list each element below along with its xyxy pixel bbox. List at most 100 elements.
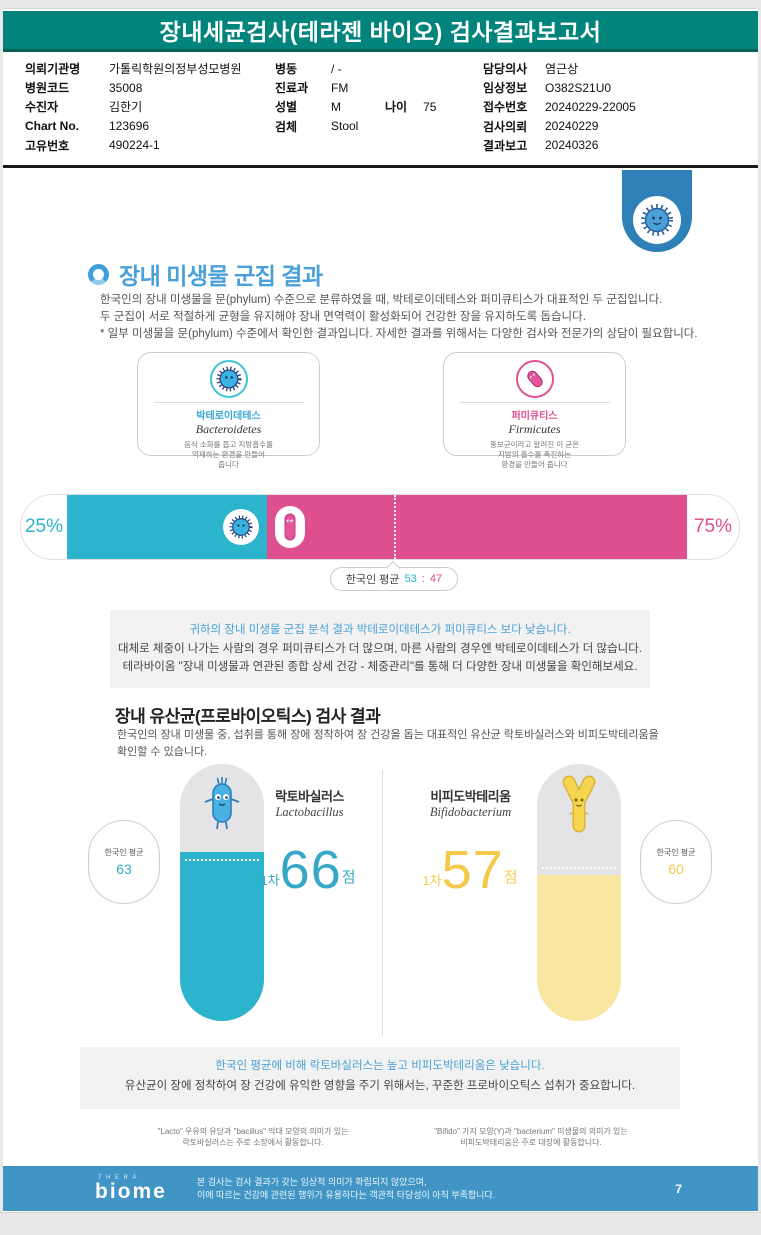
score-value: 57 bbox=[441, 840, 504, 900]
bacteroidetes-card: 박테로이데테스 Bacteroidetes 음식 소화를 돕고 지방흡수를 억제… bbox=[137, 352, 320, 469]
info-row: 의뢰기관명 가톨릭학원의정부성모병원 bbox=[25, 59, 275, 78]
score-unit: 점 bbox=[341, 869, 356, 886]
bacteria-name-en: Bacteroidetes bbox=[195, 422, 262, 436]
therabiome-logo: THERA biome bbox=[95, 1175, 181, 1202]
ratio-left-percent: 25% bbox=[24, 516, 64, 537]
field-value: 35008 bbox=[109, 80, 143, 95]
field-value: FM bbox=[331, 80, 349, 95]
score-value: 66 bbox=[279, 840, 342, 900]
bifidobacterium-fill bbox=[537, 875, 621, 1021]
info-row: 담당의사 염근상 bbox=[483, 59, 753, 78]
organism-name-en: Bifidobacterium bbox=[429, 805, 512, 819]
average-left-value: 53 bbox=[404, 573, 417, 585]
average-value: 63 bbox=[116, 861, 132, 877]
ring-icon bbox=[88, 263, 109, 285]
phylum-ratio-bar: 25% 75% bbox=[20, 494, 740, 560]
desc-line: 음식 소화를 돕고 지방흡수를 bbox=[183, 440, 274, 449]
field-value: 123696 bbox=[109, 119, 150, 134]
page-edge-left bbox=[0, 0, 3, 1235]
info-row: 수진자 김한기 bbox=[25, 97, 275, 116]
report-header: 장내세균검사(테라젠 바이오) 검사결과보고서 bbox=[3, 11, 758, 52]
ratio-right-percent: 75% bbox=[693, 516, 733, 537]
field-label: 결과보고 bbox=[483, 138, 528, 153]
info-row: 임상정보 O382S21U0 bbox=[483, 78, 753, 97]
lactobacillus-score: 1차 66 점 bbox=[238, 843, 378, 897]
info-row: 진료과 FM bbox=[275, 78, 485, 97]
score-unit: 점 bbox=[503, 869, 518, 886]
summary-highlight: 한국인 평균에 비해 락토바실러스는 높고 비피도박테리움은 낮습니다. bbox=[215, 1060, 545, 1072]
summary-line: 유산균이 장에 정착하여 장 건강에 유익한 영향을 주기 위해서는, 꾸준한 … bbox=[124, 1080, 636, 1092]
footnote-line: 락토바실러스는 주로 소장에서 활동합니다. bbox=[182, 1138, 324, 1147]
average-label: 한국인 평균 bbox=[104, 848, 144, 857]
field-label: 의뢰기관명 bbox=[25, 62, 81, 77]
field-value: 75 bbox=[423, 99, 437, 114]
field-value: 20240229 bbox=[545, 119, 599, 134]
patient-info-box: 의뢰기관명 가톨릭학원의정부성모병원 병원코드 35008 수진자 김한기 Chart… bbox=[3, 56, 758, 168]
footer-disclaimer: 본 검사는 검사 결과가 갖는 임상적 의미가 확립되지 않았으며, 이에 따르… bbox=[197, 1176, 495, 1202]
info-row: Chart No. 123696 bbox=[25, 117, 275, 136]
patient-info-col1: 의뢰기관명 가톨릭학원의정부성모병원 병원코드 35008 수진자 김한기 Chart… bbox=[25, 59, 275, 155]
lactobacillus-fill bbox=[180, 852, 264, 1021]
page-bottom-strip bbox=[0, 1212, 761, 1235]
bacteria-name-ko: 박테로이데테스 bbox=[196, 411, 261, 422]
bifidobacterium-score: 1차 57 점 bbox=[400, 843, 540, 897]
panel-divider bbox=[382, 770, 383, 1036]
desc-line: 한국인의 장내 미생물 중, 섭취를 통해 장에 정착하여 장 건강을 돕는 대… bbox=[117, 729, 659, 741]
page-edge-right bbox=[758, 0, 761, 1235]
patient-info-col3: 담당의사 염근상 임상정보 O382S21U0 접수번호 20240229-22005… bbox=[483, 59, 753, 155]
score-round-label: 1차 bbox=[422, 873, 442, 888]
korean-average-marker-line bbox=[185, 859, 259, 861]
average-colon: : bbox=[421, 573, 425, 585]
bacteria-name-ko: 퍼미큐티스 bbox=[511, 411, 558, 422]
section1-summary-box: 귀하의 장내 미생물 군집 분석 결과 박테로이데테스가 퍼미큐티스 보다 낮습… bbox=[110, 610, 650, 688]
field-value: 염근상 bbox=[545, 62, 579, 77]
bifidobacterium-footnote: "Bifido" 가지 모양(Y)과 "bacterium" 미생물의 의미가 … bbox=[396, 1126, 666, 1148]
page-top-strip bbox=[0, 0, 761, 9]
firmicutes-card: 퍼미큐티스 Firmicutes 뚱보균이라고 알려진 이 균은 지방의 흡수를… bbox=[443, 352, 626, 469]
firmicutes-segment bbox=[267, 495, 687, 559]
footnote-line: "Lacto" 우유의 유당과 "bacillus" 막대 모양의 의미가 있는 bbox=[157, 1127, 349, 1136]
summary-highlight: 귀하의 장내 미생물 군집 분석 결과 박테로이데테스가 퍼미큐티스 보다 낮습… bbox=[189, 624, 571, 636]
firmicutes-icon bbox=[515, 360, 554, 398]
organism-name-en: Lactobacillus bbox=[275, 805, 344, 819]
field-label: 진료과 bbox=[275, 81, 309, 96]
section1-header: 장내 미생물 군집 결과 bbox=[88, 257, 323, 291]
score-round-label: 1차 bbox=[260, 873, 280, 888]
field-label: 수진자 bbox=[25, 100, 59, 115]
average-label: 한국인 평균 bbox=[345, 574, 400, 586]
lactobacillus-capsule-gauge bbox=[180, 764, 264, 1021]
desc-line: 억제하는 환경을 만들어 bbox=[191, 450, 266, 459]
field-value: 가톨릭학원의정부성모병원 bbox=[109, 62, 242, 77]
field-value: O382S21U0 bbox=[545, 80, 612, 95]
desc-line: * 일부 미생물을 문(phylum) 수준에서 확인한 결과입니다. 자세한 … bbox=[100, 328, 698, 340]
disclaimer-line: 이에 따르는 건강에 관련된 행위가 유용하다는 객관적 타당성이 아직 부족합… bbox=[197, 1189, 496, 1200]
field-value: 20240326 bbox=[545, 138, 599, 153]
organism-name-ko: 락토바실러스 bbox=[275, 789, 344, 804]
average-label: 한국인 평균 bbox=[656, 848, 696, 857]
desc-line: 줍니다 bbox=[218, 460, 239, 469]
desc-line: 지방의 흡수를 촉진하는 bbox=[497, 450, 572, 459]
summary-line: 테라바이옴 "장내 미생물과 연관된 종합 상세 건강 - 체중관리"를 통해 … bbox=[122, 661, 638, 673]
summary-line: 대체로 체중이 나가는 사람의 경우 퍼미큐티스가 더 많으며, 마른 사람의 … bbox=[117, 642, 643, 655]
desc-line: 두 군집이 서로 적절하게 균형을 유지해야 장내 면역력이 활성화되어 건강한… bbox=[100, 311, 586, 323]
section1-title: 장내 미생물 군집 결과 bbox=[119, 263, 323, 289]
field-value: 490224-1 bbox=[109, 138, 160, 153]
field-label: 성별 bbox=[275, 100, 298, 115]
field-label: Chart No. bbox=[25, 119, 79, 134]
logo-main-text: biome bbox=[95, 1180, 167, 1203]
bacteria-name-en: Firmicutes bbox=[508, 422, 561, 436]
average-right-value: 47 bbox=[429, 573, 443, 585]
field-value: 김한기 bbox=[109, 100, 143, 115]
desc-line: 한국인의 장내 미생물을 문(phylum) 수준으로 분류하였을 때, 박테로… bbox=[100, 294, 663, 306]
field-value: M bbox=[331, 99, 341, 114]
lactobacillus-average-badge: 한국인 평균 63 bbox=[88, 820, 160, 904]
field-value: Stool bbox=[331, 119, 359, 134]
info-row: 고유번호 490224-1 bbox=[25, 136, 275, 155]
info-row: 병원코드 35008 bbox=[25, 78, 275, 97]
firmicutes-icon bbox=[275, 506, 305, 548]
field-label: 고유번호 bbox=[25, 138, 70, 153]
field-value: / - bbox=[331, 61, 342, 76]
page-footer: THERA biome 본 검사는 검사 결과가 갖는 임상적 의미가 확립되지… bbox=[3, 1166, 758, 1211]
footnote-line: "Bifido" 가지 모양(Y)과 "bacterium" 미생물의 의미가 … bbox=[434, 1127, 628, 1136]
